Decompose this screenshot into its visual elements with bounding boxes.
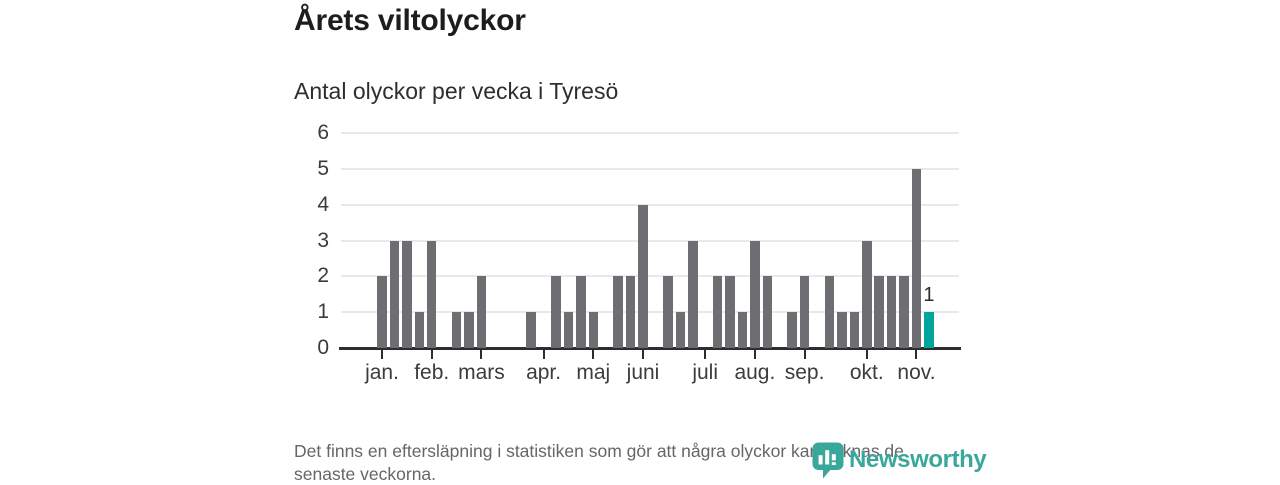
bar-week-28 bbox=[713, 276, 723, 348]
bar-week-5 bbox=[427, 241, 437, 348]
x-axis-tick-maj bbox=[592, 350, 594, 359]
x-axis-tick-mars bbox=[480, 350, 482, 359]
bar-week-26 bbox=[688, 241, 698, 348]
bar-week-31 bbox=[750, 241, 760, 348]
x-axis-tick-jan bbox=[381, 350, 383, 359]
gridline-6 bbox=[341, 132, 959, 134]
x-axis-tick-aug bbox=[754, 350, 756, 359]
bar-week-45 bbox=[924, 312, 934, 348]
y-axis-label-4: 4 bbox=[285, 192, 329, 218]
bar-week-21 bbox=[626, 276, 636, 348]
bar-week-2 bbox=[390, 241, 400, 348]
x-axis-month-label-nov: nov. bbox=[881, 360, 951, 386]
bar-week-15 bbox=[551, 276, 561, 348]
bar-week-1 bbox=[377, 276, 387, 348]
bar-week-4 bbox=[415, 312, 425, 348]
bar-week-29 bbox=[725, 276, 735, 348]
bar-week-32 bbox=[763, 276, 773, 348]
bar-week-13 bbox=[526, 312, 536, 348]
x-axis-month-label-mars: mars bbox=[446, 360, 516, 386]
bar-week-18 bbox=[589, 312, 599, 348]
bar-week-30 bbox=[738, 312, 748, 348]
newsworthy-logo-text: Newsworthy bbox=[849, 446, 986, 474]
bar-week-38 bbox=[837, 312, 847, 348]
y-axis-label-1: 1 bbox=[285, 299, 329, 325]
x-axis-tick-sep bbox=[804, 350, 806, 359]
bar-week-34 bbox=[787, 312, 797, 348]
bar-week-17 bbox=[576, 276, 586, 348]
x-axis-tick-juni bbox=[642, 350, 644, 359]
bar-week-42 bbox=[887, 276, 897, 348]
bar-week-40 bbox=[862, 241, 872, 348]
x-axis-month-label-juni: juni bbox=[608, 360, 678, 386]
bar-week-8 bbox=[464, 312, 474, 348]
bar-week-16 bbox=[564, 312, 574, 348]
bar-week-44 bbox=[912, 169, 922, 348]
last-bar-value-label: 1 bbox=[909, 284, 949, 306]
x-axis-tick-apr bbox=[543, 350, 545, 359]
bar-week-9 bbox=[477, 276, 487, 348]
bar-week-25 bbox=[676, 312, 686, 348]
bar-week-3 bbox=[402, 241, 412, 348]
bar-week-7 bbox=[452, 312, 462, 348]
newsworthy-speech-bubble-bar-chart-icon bbox=[812, 442, 844, 479]
bar-week-35 bbox=[800, 276, 810, 348]
bar-week-43 bbox=[899, 276, 909, 348]
gridline-4 bbox=[341, 204, 959, 206]
y-axis-label-5: 5 bbox=[285, 156, 329, 182]
y-axis-label-6: 6 bbox=[285, 120, 329, 146]
x-axis-tick-feb bbox=[431, 350, 433, 359]
bar-week-22 bbox=[638, 205, 648, 348]
bar-week-24 bbox=[663, 276, 673, 348]
newsworthy-logo: Newsworthy bbox=[812, 442, 986, 479]
bar-week-20 bbox=[613, 276, 623, 348]
x-axis-tick-nov bbox=[915, 350, 917, 359]
x-axis-tick-juli bbox=[704, 350, 706, 359]
y-axis-label-2: 2 bbox=[285, 263, 329, 289]
x-axis-month-label-sep: sep. bbox=[770, 360, 840, 386]
y-axis-label-0: 0 bbox=[285, 335, 329, 361]
x-axis-tick-okt bbox=[866, 350, 868, 359]
bar-week-37 bbox=[825, 276, 835, 348]
y-axis-label-3: 3 bbox=[285, 228, 329, 254]
bar-week-39 bbox=[850, 312, 860, 348]
bar-week-41 bbox=[874, 276, 884, 348]
gridline-5 bbox=[341, 168, 959, 170]
